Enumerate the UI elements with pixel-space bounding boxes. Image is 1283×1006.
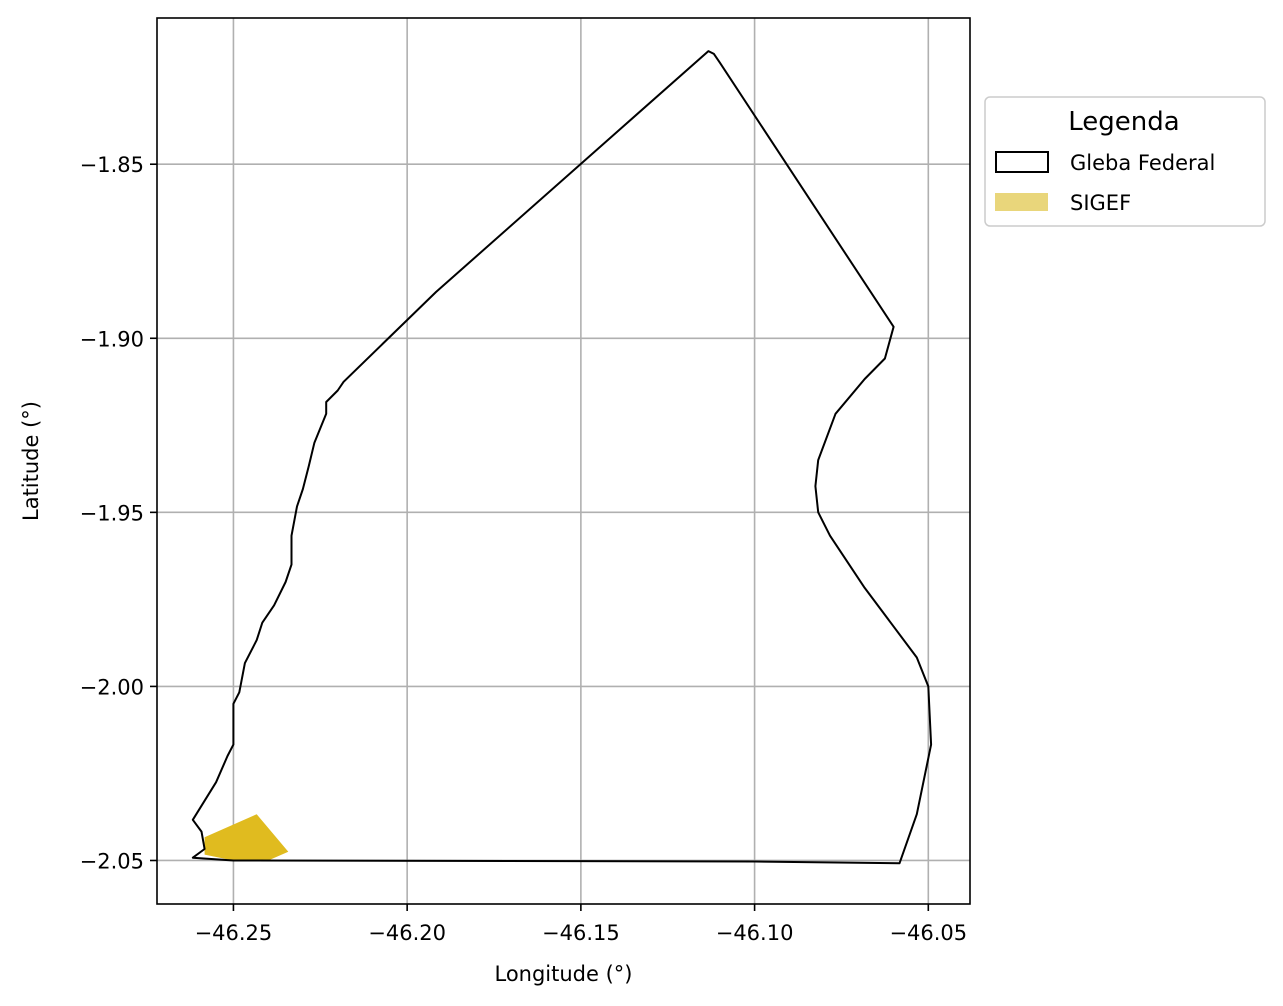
legend-title: Legenda (1068, 107, 1179, 137)
legend-label: Gleba Federal (1070, 151, 1215, 175)
plot-area (156, 17, 971, 905)
y-tick-label: −2.00 (80, 675, 144, 699)
y-tick-label: −1.85 (80, 153, 144, 177)
y-axis-label: Latitude (°) (19, 401, 43, 521)
map-layers (191, 50, 933, 865)
x-tick-label: −46.20 (368, 921, 446, 945)
x-tick-label: −46.25 (195, 921, 273, 945)
legend: Legenda Gleba Federal SIGEF (984, 96, 1266, 227)
gleba-federal-polygon (191, 50, 933, 865)
axes-frame (156, 17, 971, 905)
x-tick-label: −46.05 (889, 921, 967, 945)
x-tick-label: −46.15 (542, 921, 620, 945)
sigef-polygon (204, 814, 289, 861)
x-axis-label: Longitude (°) (494, 962, 632, 986)
x-axis: −46.25 −46.20 −46.15 −46.10 −46.05 (195, 904, 967, 945)
y-tick-label: −1.95 (80, 501, 144, 525)
y-axis: −1.85 −1.90 −1.95 −2.00 −2.05 (80, 153, 157, 873)
legend-swatch-gleba-federal (995, 151, 1049, 173)
axes-background (157, 18, 970, 904)
legend-label: SIGEF (1070, 191, 1131, 215)
legend-swatch-sigef (995, 193, 1048, 211)
legend-box (984, 96, 1266, 227)
x-tick-label: −46.10 (716, 921, 794, 945)
legend-items: Gleba Federal SIGEF (995, 151, 1215, 215)
y-tick-label: −2.05 (80, 849, 144, 873)
y-tick-label: −1.90 (80, 327, 144, 351)
